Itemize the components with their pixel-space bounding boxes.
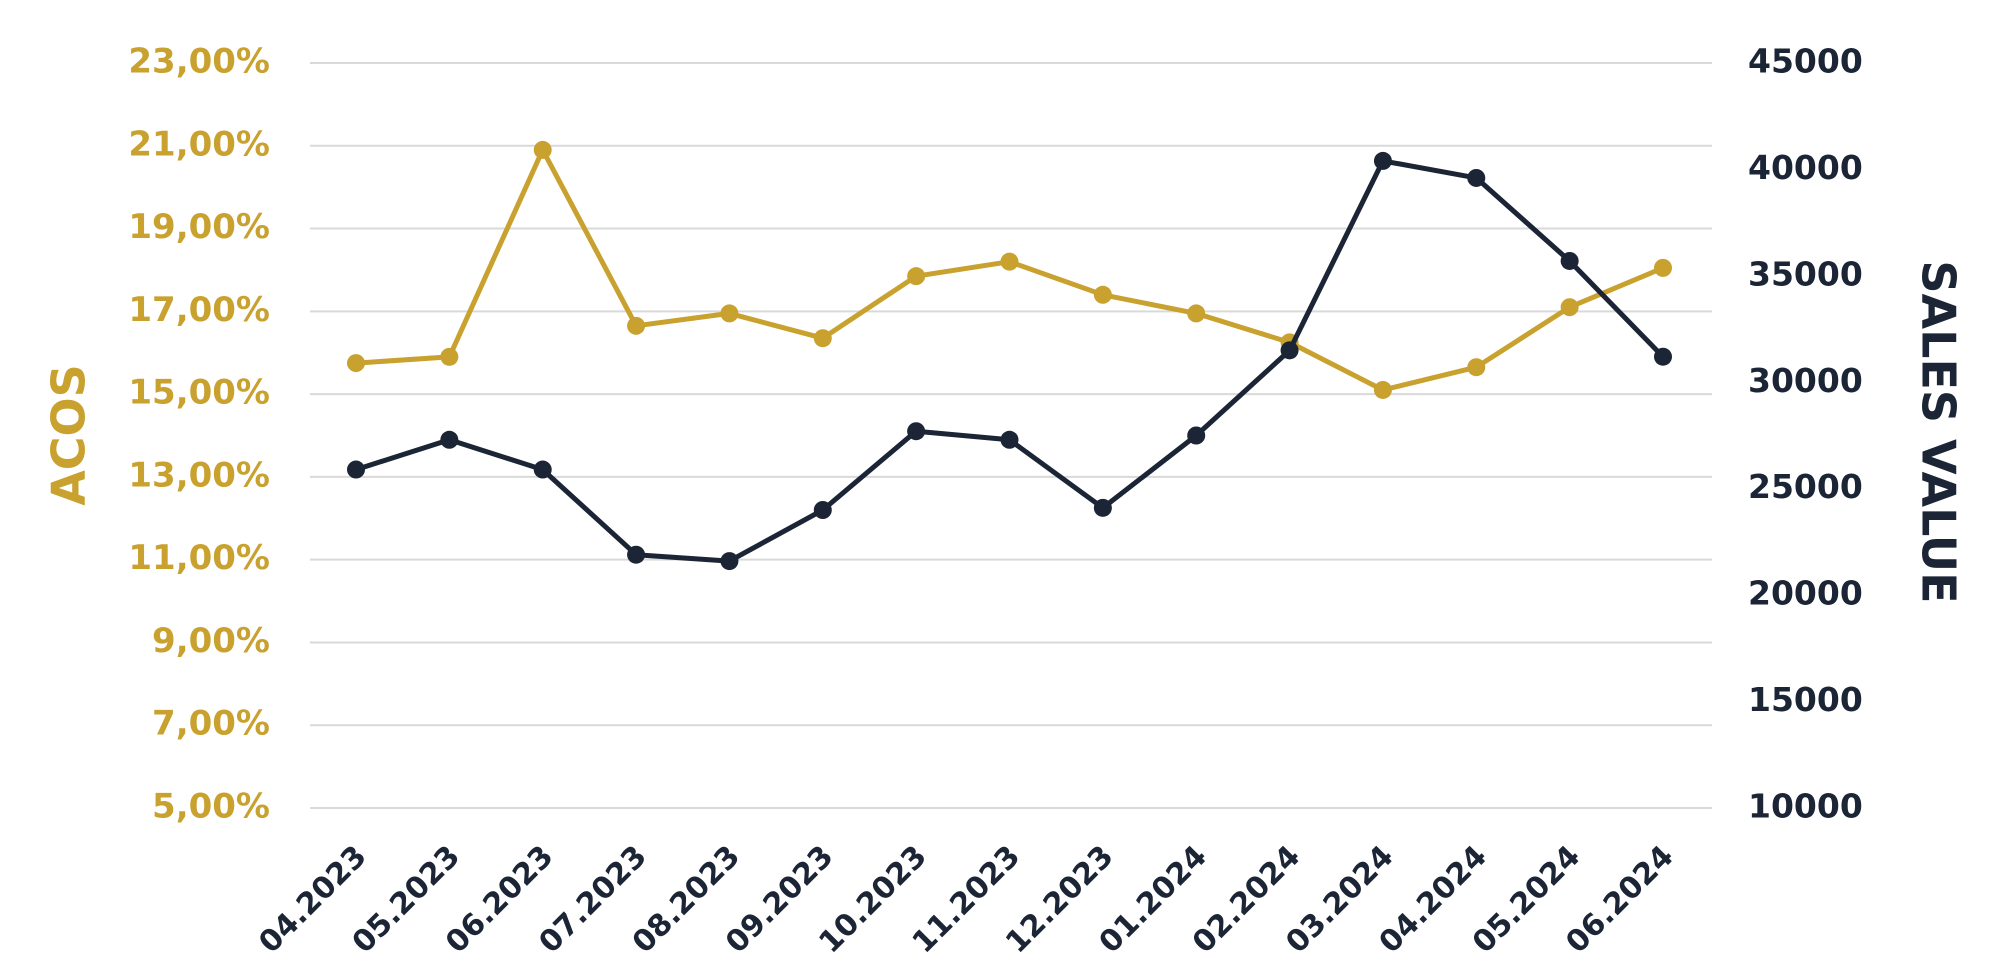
sales-value-data-point — [1560, 251, 1579, 270]
acos-data-point — [813, 329, 832, 348]
acos-data-point — [1187, 304, 1206, 323]
acos-data-point — [1560, 298, 1579, 317]
sales-value-data-point — [533, 460, 552, 479]
right-axis-ticks: 10000 15000 20000 25000 30000 35000 40000 45000 — [1748, 42, 1863, 826]
left-tick-label: 21,00% — [128, 124, 270, 164]
right-tick-label: 15000 — [1748, 680, 1863, 719]
right-tick-label: 45000 — [1748, 42, 1863, 81]
left-axis-title: ACOS — [42, 364, 96, 506]
sales-value-data-point — [1000, 430, 1019, 449]
left-tick-label: 11,00% — [128, 538, 270, 578]
sales-value-series-line — [353, 158, 1666, 564]
sales-value-data-point — [720, 552, 739, 571]
sales-value-data-point — [627, 545, 646, 564]
acos-data-point — [347, 354, 365, 373]
sales-value-data-point — [1093, 498, 1112, 517]
acos-data-point — [1093, 285, 1112, 304]
left-tick-label: 5,00% — [152, 787, 270, 827]
acos-data-point — [533, 140, 552, 159]
acos-data-point — [627, 316, 646, 335]
right-tick-label: 25000 — [1748, 467, 1863, 506]
sales-value-data-point — [1373, 151, 1392, 170]
left-tick-label: 17,00% — [128, 290, 270, 330]
x-axis-ticks: 04.202305.202306.202307.202308.202309.20… — [252, 839, 1680, 960]
acos-data-point — [1654, 258, 1672, 277]
sales-value-data-point — [907, 422, 926, 441]
sales-value-data-point — [347, 460, 365, 479]
right-tick-label: 30000 — [1748, 361, 1863, 400]
right-axis-title: SALES VALUE — [1912, 260, 1966, 603]
sales-value-data-point — [1280, 341, 1299, 360]
acos-data-point — [720, 304, 739, 323]
left-tick-label: 9,00% — [152, 621, 270, 661]
acos-data-point — [1467, 358, 1486, 377]
left-tick-label: 19,00% — [128, 207, 270, 247]
left-tick-label: 15,00% — [128, 373, 270, 413]
left-tick-label: 7,00% — [152, 704, 270, 744]
left-axis-ticks: 5,00% 7,00% 9,00% 11,00% 13,00% 15,00% 17,00% 1… — [128, 42, 270, 827]
acos-data-point — [1373, 380, 1392, 399]
sales-value-data-point — [1654, 347, 1672, 366]
acos-data-point — [907, 267, 926, 286]
right-tick-label: 35000 — [1748, 254, 1863, 293]
sales-value-data-point — [1467, 168, 1486, 187]
left-tick-label: 23,00% — [128, 42, 270, 82]
left-tick-label: 13,00% — [128, 455, 270, 495]
right-tick-label: 10000 — [1748, 787, 1863, 826]
series-layer — [347, 140, 1672, 571]
acos-data-point — [440, 347, 459, 366]
sales-value-data-point — [813, 501, 832, 519]
gridlines — [310, 62, 1712, 809]
sales-value-data-point — [1187, 426, 1206, 445]
sales-value-data-point — [440, 430, 459, 449]
right-tick-label: 40000 — [1748, 148, 1863, 187]
right-tick-label: 20000 — [1748, 574, 1863, 613]
acos-data-point — [1000, 252, 1019, 271]
